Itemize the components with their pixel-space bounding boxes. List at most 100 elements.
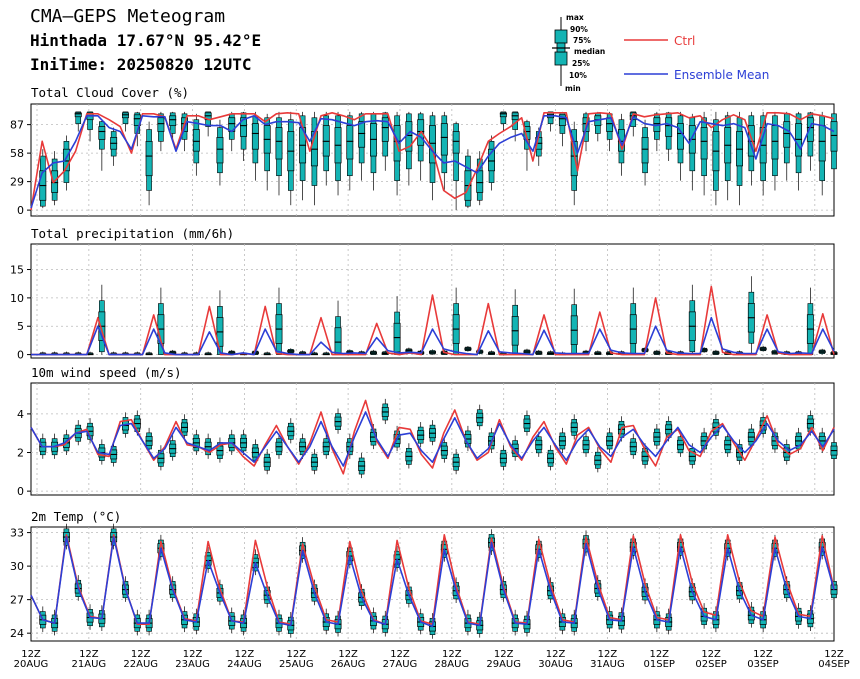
x-tick-hour: 12Z bbox=[183, 649, 203, 660]
box-inner bbox=[488, 148, 495, 172]
legend: max 90% 75% median 25% 10% min Ctrl Ense… bbox=[552, 13, 769, 93]
x-tick-hour: 12Z bbox=[494, 649, 514, 660]
panel-frame bbox=[30, 243, 835, 359]
box-inner bbox=[98, 126, 106, 140]
x-tick-date: 26AUG bbox=[331, 659, 366, 670]
x-tick-date: 04SEP bbox=[818, 659, 849, 670]
box-inner bbox=[700, 127, 708, 160]
panel-3: 24 27 30 33 2m Temp (°C) bbox=[10, 509, 838, 642]
legend-ctrl-label: Ctrl bbox=[674, 34, 695, 48]
panel-1: 0 5 10 15 Total precipitation (mm/6h) bbox=[10, 226, 838, 362]
legend-label-min: min bbox=[565, 84, 581, 93]
x-tick-hour: 12Z bbox=[390, 649, 410, 660]
y-tick-label: 24 bbox=[10, 627, 24, 640]
box-inner bbox=[275, 127, 283, 160]
box-inner bbox=[358, 121, 366, 148]
box-inner bbox=[192, 129, 200, 152]
x-tick-date: 24AUG bbox=[227, 659, 262, 670]
x-tick-date: 28AUG bbox=[435, 659, 470, 670]
box-inner bbox=[665, 117, 673, 137]
box-inner bbox=[771, 125, 779, 160]
legend-label-max: max bbox=[566, 13, 584, 22]
box-inner bbox=[216, 137, 224, 164]
x-tick-date: 01SEP bbox=[644, 659, 675, 670]
chart-title: CMA—GEPS Meteogram bbox=[30, 6, 226, 27]
series-mean-line bbox=[30, 115, 835, 209]
box-inner bbox=[251, 123, 259, 150]
x-tick-date: 23AUG bbox=[175, 659, 210, 670]
legend-label-75: 75% bbox=[573, 36, 591, 45]
y-tick-label: 10 bbox=[10, 292, 24, 305]
box-inner bbox=[558, 114, 566, 126]
y-tick-label: 5 bbox=[17, 320, 24, 333]
series-ctrl-line bbox=[30, 399, 835, 475]
x-tick-date: 27AUG bbox=[383, 659, 418, 670]
x-tick-hour: 12Z bbox=[235, 649, 255, 660]
x-tick-date: 29AUG bbox=[486, 659, 521, 670]
x-tick-date: 22AUG bbox=[123, 659, 158, 670]
y-tick-label: 87 bbox=[10, 119, 24, 132]
x-tick-date: 25AUG bbox=[279, 659, 314, 670]
y-tick-label: 4 bbox=[17, 408, 24, 421]
box-inner bbox=[452, 131, 460, 154]
series-mean-line bbox=[31, 316, 835, 356]
legend-label-median: median bbox=[574, 47, 605, 56]
y-tick-label: 33 bbox=[10, 527, 24, 540]
panel-title: Total Cloud Cover (%) bbox=[31, 85, 189, 100]
x-tick-hour: 12Z bbox=[598, 649, 618, 660]
box-inner bbox=[381, 117, 389, 142]
x-tick-hour: 12Z bbox=[286, 649, 306, 660]
box-outer bbox=[500, 111, 507, 124]
box-inner bbox=[346, 125, 354, 160]
x-tick-hour: 12Z bbox=[338, 649, 358, 660]
box-outer bbox=[87, 111, 93, 130]
box-inner bbox=[240, 117, 248, 137]
box-inner bbox=[783, 121, 791, 148]
panel-title: 2m Temp (°C) bbox=[31, 509, 121, 524]
x-tick-hour: 12Z bbox=[753, 649, 773, 660]
x-tick-date: 20AUG bbox=[14, 659, 49, 670]
y-tick-label: 29 bbox=[10, 176, 24, 189]
y-tick-label: 2 bbox=[17, 447, 24, 460]
y-tick-label: 0 bbox=[17, 485, 24, 498]
panel-0: 0 29 58 87 Total Cloud Cover (%) bbox=[10, 85, 838, 217]
x-tick-date: 30AUG bbox=[538, 659, 573, 670]
legend-mean-label: Ensemble Mean bbox=[674, 68, 769, 82]
x-tick-date: 31AUG bbox=[590, 659, 625, 670]
x-tick-hour: 12Z bbox=[701, 649, 721, 660]
box-inner bbox=[830, 121, 838, 152]
legend-label-10: 10% bbox=[569, 71, 587, 80]
series-ctrl-line bbox=[31, 285, 835, 356]
y-tick-label: 15 bbox=[10, 264, 24, 277]
box-inner bbox=[641, 137, 649, 164]
location-label: Hinthada 17.67°N 95.42°E bbox=[30, 31, 262, 50]
legend-box-lower bbox=[554, 51, 568, 66]
x-tick-hour: 12Z bbox=[649, 649, 669, 660]
box-inner bbox=[145, 140, 153, 177]
y-tick-label: 0 bbox=[17, 204, 24, 217]
box-inner bbox=[499, 112, 507, 118]
x-tick-hour: 12Z bbox=[824, 649, 844, 660]
panel-2: 0 2 4 10m wind speed (m/s) bbox=[17, 365, 838, 498]
box-inner bbox=[62, 148, 70, 172]
box-inner bbox=[74, 112, 82, 118]
series-mean-line bbox=[30, 536, 835, 628]
box-inner bbox=[334, 327, 342, 355]
y-tick-label: 58 bbox=[10, 147, 24, 160]
legend-label-90: 90% bbox=[570, 25, 588, 34]
box-outer bbox=[75, 111, 82, 124]
legend-label-25: 25% bbox=[572, 59, 590, 68]
box-inner bbox=[476, 170, 484, 193]
box-inner bbox=[818, 125, 826, 162]
box-inner bbox=[440, 123, 448, 156]
y-tick-label: 30 bbox=[10, 560, 24, 573]
panel-title: Total precipitation (mm/6h) bbox=[31, 226, 234, 241]
series-mean-line bbox=[30, 411, 835, 467]
y-tick-label: 27 bbox=[10, 594, 24, 607]
x-tick-hour: 12Z bbox=[79, 649, 99, 660]
x-tick-hour: 12Z bbox=[546, 649, 566, 660]
x-tick-date: 02SEP bbox=[695, 659, 726, 670]
box-inner bbox=[806, 117, 814, 142]
init-time-label: IniTime: 20250820 12UTC bbox=[30, 55, 252, 74]
